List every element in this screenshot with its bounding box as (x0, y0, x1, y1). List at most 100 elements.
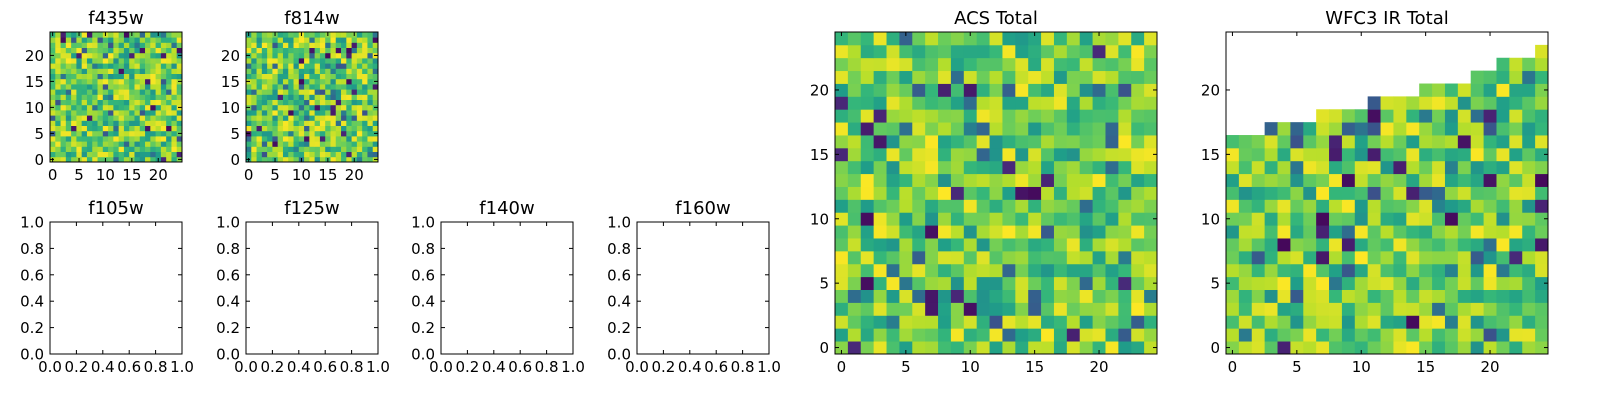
x-tick-label: 20 (149, 166, 168, 184)
heatmap-cell (1496, 289, 1510, 303)
heatmap-cell (166, 42, 172, 48)
heatmap-cell (97, 73, 104, 80)
heatmap-cell (912, 173, 926, 187)
heatmap-cell (86, 37, 93, 43)
y-tick-label: 5 (34, 125, 44, 143)
heatmap-cell (304, 68, 310, 74)
heatmap-cell (134, 136, 141, 142)
heatmap-cell (86, 156, 93, 163)
heatmap-cell (277, 146, 284, 152)
heatmap-cell (304, 130, 310, 137)
heatmap-cell (166, 99, 172, 106)
heatmap-cell (886, 276, 900, 290)
heatmap-cell (356, 94, 363, 100)
heatmap-cell (55, 73, 61, 80)
heatmap-cell (304, 136, 310, 142)
heatmap-cell (1457, 225, 1472, 239)
heatmap-cell (325, 52, 331, 59)
heatmap-cell (950, 212, 965, 226)
heatmap-cell (976, 315, 990, 329)
heatmap-cell (1341, 199, 1356, 213)
heatmap-cell (989, 225, 1003, 239)
heatmap-cell (134, 146, 141, 152)
heatmap-cell (139, 78, 146, 85)
heatmap-cell (938, 328, 952, 342)
heatmap-cell (102, 99, 109, 106)
heatmap-cell (81, 130, 88, 137)
heatmap-cell (1002, 147, 1016, 162)
heatmap-cell (351, 37, 358, 43)
heatmap-cell (1053, 341, 1068, 355)
heatmap-cell (134, 32, 141, 38)
x-tick-label: 0.6 (704, 358, 728, 376)
heatmap-cell (155, 99, 162, 106)
heatmap-cell (325, 125, 331, 132)
heatmap-cell (1329, 341, 1343, 355)
heatmap-cell (71, 99, 77, 106)
heatmap-cell (963, 225, 978, 239)
heatmap-cell (1367, 173, 1381, 187)
heatmap-cell (86, 89, 93, 95)
heatmap-cell (123, 58, 130, 64)
heatmap-cell (1277, 135, 1291, 149)
heatmap-cell (92, 120, 98, 126)
heatmap-cell (1002, 122, 1016, 136)
heatmap-cell (346, 68, 352, 74)
heatmap-cell (129, 73, 135, 80)
heatmap-cell (55, 42, 61, 48)
heatmap-cell (925, 57, 939, 72)
heatmap-cell (267, 156, 273, 163)
heatmap-cell (86, 32, 93, 38)
heatmap-cell (1131, 263, 1145, 278)
heatmap-cell (1118, 147, 1132, 162)
heatmap-cell (886, 135, 900, 149)
heatmap-cell (1329, 263, 1343, 278)
heatmap-cell (1470, 238, 1484, 252)
heatmap-cell (1470, 315, 1484, 329)
heatmap-cell (1522, 96, 1536, 110)
heatmap-cell (1341, 225, 1356, 239)
heatmap-cell (71, 146, 77, 152)
heatmap-cell (1238, 328, 1253, 342)
heatmap-cell (847, 122, 862, 136)
heatmap-cell (341, 120, 347, 126)
heatmap-cell (261, 136, 268, 142)
heatmap-cell (1277, 302, 1291, 316)
x-tick-label: 0.4 (678, 358, 702, 376)
heatmap-cell (1509, 199, 1523, 213)
heatmap-cell (1002, 83, 1016, 97)
heatmap-cell (319, 47, 326, 54)
heatmap-cell (1105, 199, 1119, 213)
heatmap-cell (1002, 276, 1016, 290)
heatmap-cell (335, 84, 342, 90)
heatmap-cell (155, 120, 162, 126)
heatmap-cell (65, 136, 72, 142)
heatmap-cell (1444, 83, 1459, 97)
heatmap-cell (1316, 238, 1330, 252)
heatmap-cell (155, 58, 162, 64)
heatmap-cell (1066, 44, 1081, 59)
heatmap-cell (293, 37, 300, 43)
heatmap-cell (1316, 212, 1330, 226)
heatmap-cell (288, 110, 294, 116)
heatmap-cell (1079, 122, 1093, 136)
heatmap-cell (976, 44, 990, 59)
heatmap-cell (282, 47, 289, 54)
heatmap-cell (1264, 328, 1278, 342)
heatmap-cell (155, 136, 162, 142)
heatmap-cell (123, 141, 130, 147)
heatmap-cell (1303, 341, 1317, 355)
heatmap-cell (277, 68, 284, 74)
heatmap-cell (155, 130, 162, 137)
heatmap-cell (899, 199, 913, 213)
heatmap-cell (150, 73, 156, 80)
heatmap-cell (139, 58, 146, 64)
heatmap-cell (1341, 302, 1356, 316)
heatmap-cell (118, 104, 125, 111)
heatmap-cell (50, 115, 56, 121)
heatmap-cell (314, 146, 321, 152)
heatmap-cell (309, 58, 316, 64)
heatmap-cell (251, 37, 257, 43)
heatmap-cell (899, 160, 913, 175)
heatmap-cell (171, 58, 178, 64)
